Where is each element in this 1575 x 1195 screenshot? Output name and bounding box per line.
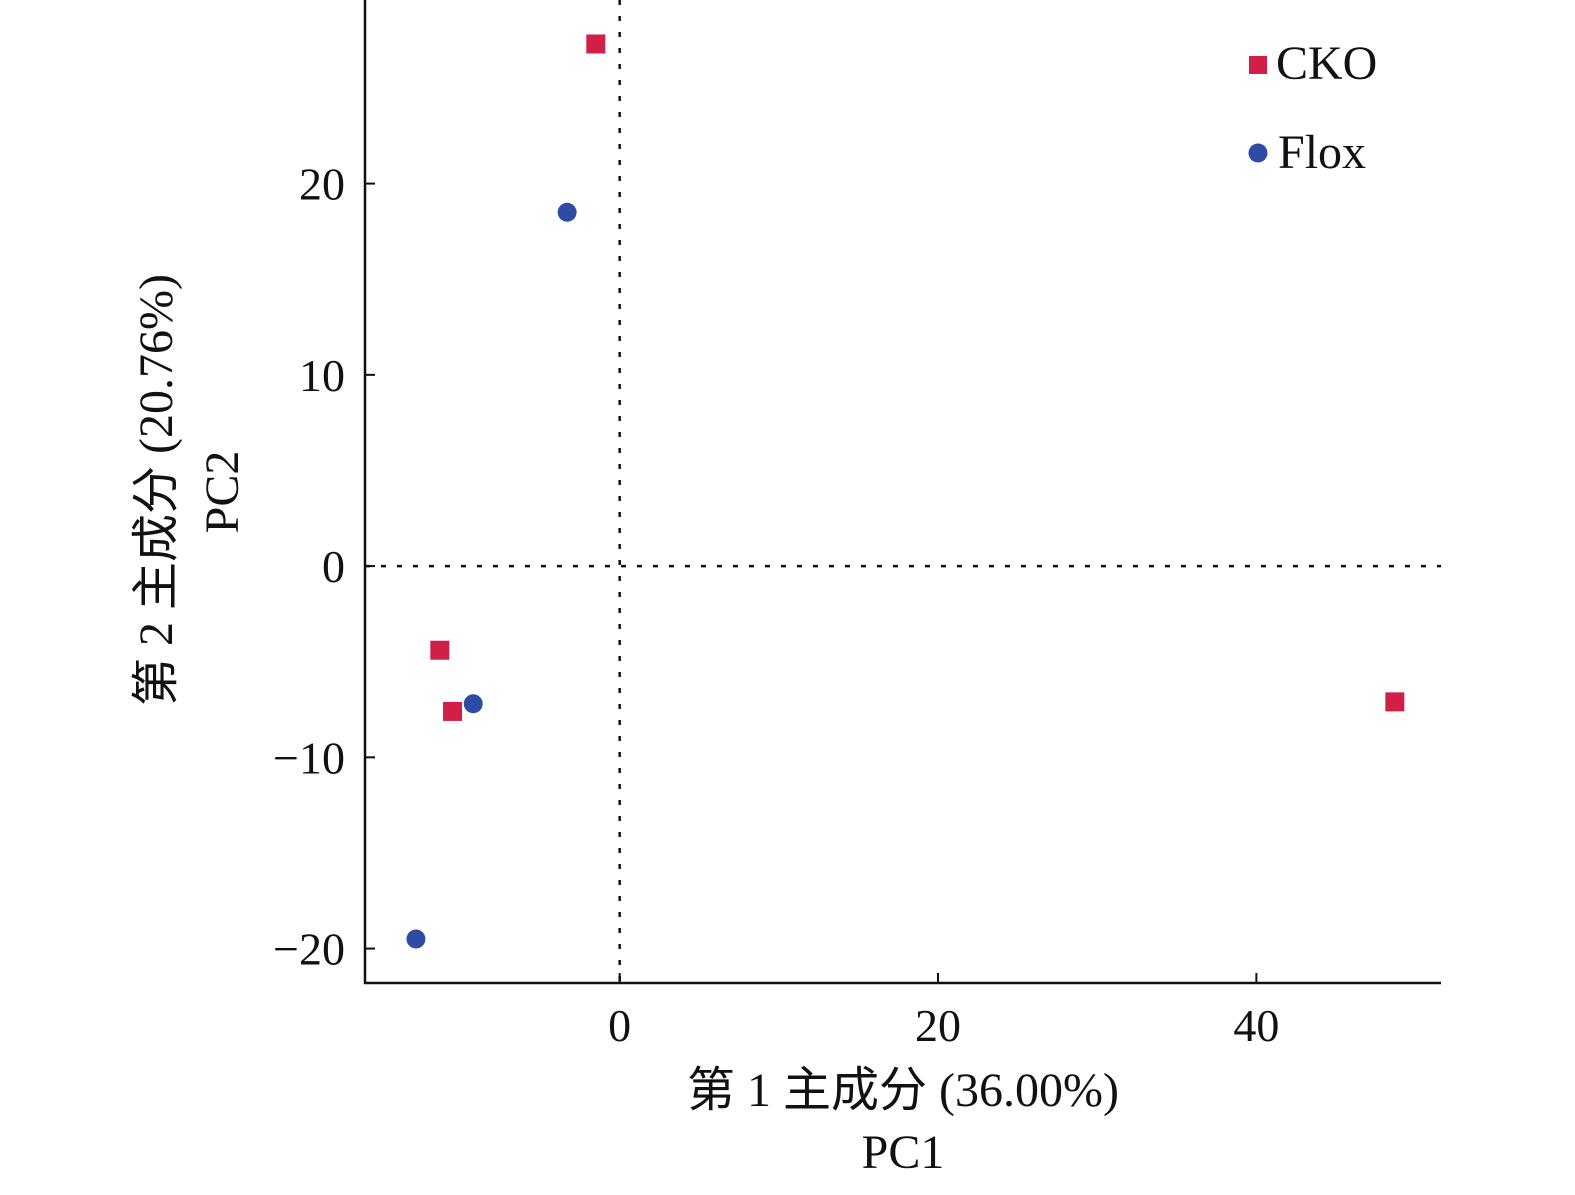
x-axis-sublabel: PC1 xyxy=(862,1126,945,1179)
point-cko xyxy=(586,34,606,54)
y-tick-label: 10 xyxy=(299,350,345,401)
y-tick-label: 20 xyxy=(299,159,345,210)
x-tick-label: 40 xyxy=(1233,1000,1279,1051)
x-tick-label: 20 xyxy=(915,1000,961,1051)
point-flox xyxy=(406,929,426,949)
x-axis-label: 第 1 主成分 (36.00%) xyxy=(687,1064,1119,1117)
point-flox xyxy=(557,202,577,222)
legend-marker-flox xyxy=(1248,143,1268,163)
x-tick-label: 0 xyxy=(608,1000,631,1051)
legend: CKO Flox xyxy=(1248,37,1377,179)
point-flox xyxy=(463,694,483,714)
y-axis-sublabel: PC2 xyxy=(196,451,249,534)
point-cko xyxy=(430,640,450,660)
data-points xyxy=(406,34,1405,949)
legend-label-flox: Flox xyxy=(1278,126,1366,179)
point-cko xyxy=(443,701,463,721)
axes xyxy=(363,0,1441,985)
ticks: 0 20 40 −20 −10 0 10 20 xyxy=(273,159,1279,1051)
legend-marker-cko xyxy=(1249,56,1267,74)
point-cko xyxy=(1385,692,1405,712)
y-tick-label: 0 xyxy=(322,541,345,592)
reference-lines xyxy=(365,0,1441,983)
y-tick-label: −10 xyxy=(273,732,345,783)
y-tick-label: −20 xyxy=(273,924,345,975)
legend-label-cko: CKO xyxy=(1276,37,1377,90)
y-axis-label: 第 2 主成分 (20.76%) xyxy=(130,274,183,706)
